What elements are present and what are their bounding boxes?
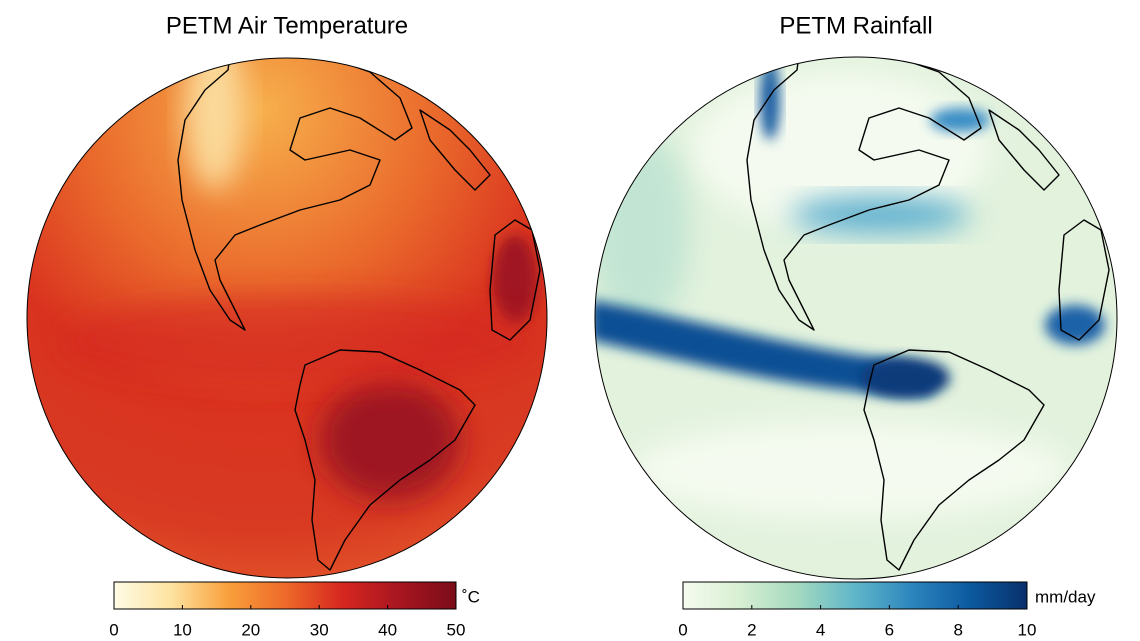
colorbar-unit: ˚C xyxy=(462,587,480,606)
rainfall-globe xyxy=(595,57,1117,579)
colorbar-tick-label: 10 xyxy=(173,620,192,639)
colorbar-tick-label: 6 xyxy=(885,620,894,639)
colorbar-tick-label: 10 xyxy=(1018,620,1037,639)
panel-title: PETM Rainfall xyxy=(779,12,932,39)
colorbar-tick-label: 4 xyxy=(816,620,825,639)
colorbar-tick-label: 20 xyxy=(241,620,260,639)
colorbar-tick-label: 8 xyxy=(953,620,962,639)
colorbar-tick-label: 30 xyxy=(310,620,329,639)
colorbar xyxy=(113,581,457,610)
colorbar-tick-label: 0 xyxy=(109,620,118,639)
colorbar-tick-label: 50 xyxy=(447,620,466,639)
temperature-globe xyxy=(27,58,547,578)
panel-title: PETM Air Temperature xyxy=(166,12,408,39)
colorbar-tick-label: 2 xyxy=(747,620,756,639)
colorbar-tick-label: 0 xyxy=(678,620,687,639)
colorbar-tick-label: 40 xyxy=(378,620,397,639)
colorbar-unit: mm/day xyxy=(1035,587,1096,606)
colorbar xyxy=(682,581,1028,610)
